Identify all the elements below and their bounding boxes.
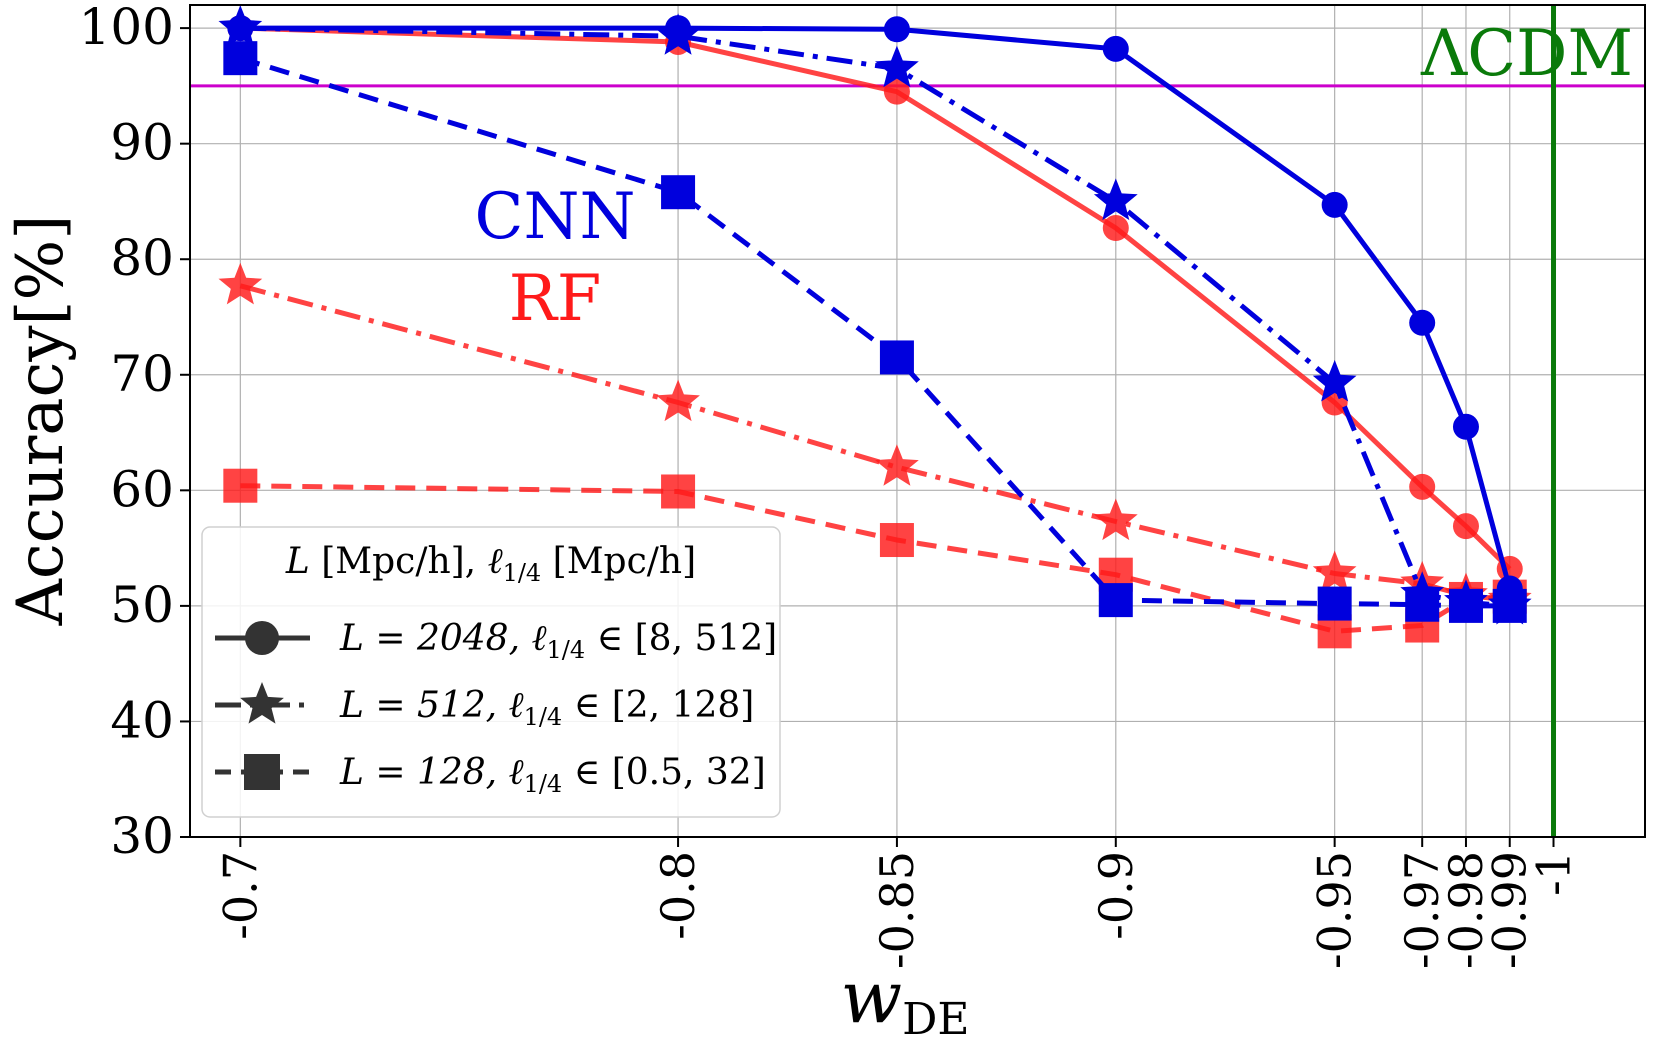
x-tick-label: -0.99: [1483, 851, 1537, 969]
legend-label-2048-a: L = 2048, ℓ: [339, 618, 546, 659]
legend-entry-512: L = 512, ℓ1/4 ∈ [2, 128]: [215, 682, 754, 731]
data-point-circle: [665, 15, 692, 42]
data-point-circle: [227, 15, 254, 42]
y-axis-label: Accuracy[%]: [4, 215, 78, 627]
legend-title-unit2: [Mpc/h]: [541, 541, 696, 582]
x-tick-label: -0.98: [1439, 851, 1493, 969]
data-point-square: [879, 523, 914, 558]
legend-square-marker: [244, 754, 280, 790]
lcdm-label: ΛCDM: [1420, 17, 1633, 91]
reference-lines: [190, 5, 1645, 837]
data-point-circle: [1102, 35, 1129, 62]
x-tick-label: -0.85: [870, 851, 924, 969]
legend-circle-marker: [245, 621, 279, 655]
y-tick-label: 100: [79, 0, 174, 56]
x-tick-label: -0.9: [1089, 851, 1143, 940]
legend-label-2048: L = 2048, ℓ1/4 ∈ [8, 512]: [339, 618, 777, 664]
y-tick-label: 60: [110, 460, 174, 518]
legend-title-ell: ℓ: [488, 541, 503, 582]
y-tick-label: 30: [110, 807, 174, 865]
legend-star-marker: [240, 682, 284, 724]
x-tick-label: -0.97: [1395, 851, 1449, 969]
legend-label-512-a: L = 512, ℓ: [339, 685, 524, 726]
data-point-star: [656, 379, 700, 422]
data-point-star: [875, 45, 919, 88]
plot-frame: [189, 4, 1646, 838]
y-tick-label: 90: [110, 114, 174, 172]
y-tick-label: 80: [110, 229, 174, 287]
legend-title: L [Mpc/h], ℓ1/4 [Mpc/h]: [285, 541, 696, 587]
x-axis-label: wDE: [840, 955, 969, 1037]
legend-entry-2048: L = 2048, ℓ1/4 ∈ [8, 512]: [215, 618, 777, 664]
data-point-square: [661, 474, 696, 509]
series-rf-circle: [227, 15, 1523, 582]
data-point-circle: [1102, 215, 1129, 242]
x-axis-label-main: w: [840, 955, 902, 1037]
y-tick-label: 70: [110, 345, 174, 403]
data-point-star: [1444, 579, 1488, 621]
data-point-square: [879, 340, 914, 375]
data-point-circle: [1409, 309, 1436, 336]
legend-label-128-b: ∈ [0.5, 32]: [562, 752, 766, 793]
series-line: [240, 25, 1513, 590]
legend-title-L: L: [285, 541, 310, 582]
data-point-circle: [1496, 575, 1523, 602]
legend: L [Mpc/h], ℓ1/4 [Mpc/h] L = 2048, ℓ1/4 ∈…: [201, 526, 781, 818]
data-point-circle: [883, 78, 910, 105]
data-point-square: [223, 468, 258, 503]
legend-label-128: L = 128, ℓ1/4 ∈ [0.5, 32]: [339, 752, 766, 798]
y-tick-label: 40: [110, 691, 174, 749]
x-axis-label-sub: DE: [902, 994, 969, 1037]
x-tick-label: -1: [1527, 851, 1581, 896]
series-line: [239, 283, 1510, 603]
data-point-star: [1487, 582, 1532, 625]
legend-label-512-sub: 1/4: [524, 703, 563, 731]
data-point-circle: [1452, 413, 1479, 440]
legend-label-512-b: ∈ [2, 128]: [562, 685, 754, 726]
series-line: [239, 55, 1510, 609]
data-point-star: [218, 262, 263, 305]
series-cnn-circle: [227, 15, 1523, 602]
legend-label-2048-sub: 1/4: [546, 636, 585, 664]
cnn-annotation: CNN: [475, 180, 636, 254]
legend-label-2048-b: ∈ [8, 512]: [585, 618, 777, 659]
legend-label-128-sub: 1/4: [524, 770, 563, 798]
data-point-circle: [1321, 191, 1348, 218]
data-point-square: [223, 41, 258, 76]
data-point-circle: [1409, 473, 1436, 500]
data-point-star: [1093, 498, 1138, 541]
x-tick-label: -0.8: [651, 851, 705, 940]
legend-title-ell-sub: 1/4: [503, 559, 542, 587]
series-group: [218, 5, 1532, 649]
x-tick-label: -0.95: [1308, 851, 1362, 969]
data-point-square: [661, 175, 696, 210]
legend-label-128-a: L = 128, ℓ: [339, 752, 524, 793]
legend-box: [201, 526, 781, 818]
rf-annotation: RF: [509, 262, 602, 336]
y-tick-label: 50: [110, 576, 174, 634]
legend-title-unit1: [Mpc/h],: [310, 541, 488, 582]
data-point-square: [1317, 586, 1352, 621]
data-point-star: [1400, 571, 1445, 613]
data-point-star: [1312, 359, 1357, 402]
legend-label-512: L = 512, ℓ1/4 ∈ [2, 128]: [339, 685, 754, 731]
data-point-circle: [1452, 513, 1479, 540]
data-point-star: [1312, 550, 1357, 593]
grid: [190, 5, 1645, 838]
data-point-star: [875, 444, 919, 486]
legend-entry-128: L = 128, ℓ1/4 ∈ [0.5, 32]: [215, 752, 766, 798]
x-tick-label: -0.7: [213, 851, 267, 940]
data-point-star: [1093, 178, 1138, 221]
data-point-square: [1098, 583, 1133, 618]
data-point-circle: [883, 16, 910, 43]
